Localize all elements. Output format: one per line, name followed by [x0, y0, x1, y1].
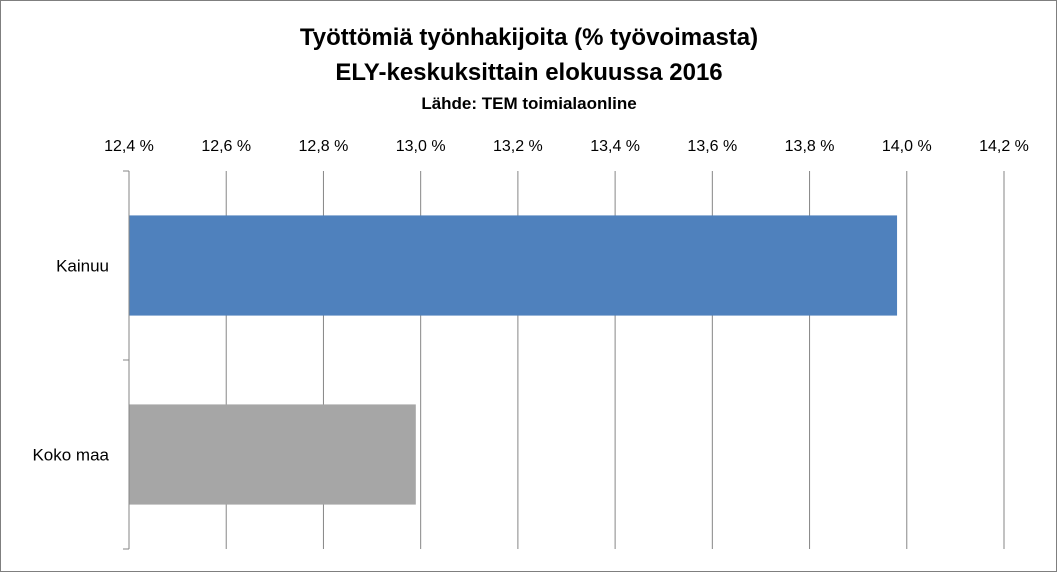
x-tick-label: 13,4 % [590, 138, 640, 155]
chart-subtitle: ELY-keskuksittain elokuussa 2016 [335, 59, 722, 86]
x-tick-label: 12,4 % [104, 138, 154, 155]
chart-source: Lähde: TEM toimialaonline [421, 94, 636, 113]
chart-title: Työttömiä työnhakijoita (% työvoimasta) [300, 24, 758, 51]
bar [129, 404, 416, 505]
x-tick-label: 14,2 % [979, 138, 1029, 155]
x-tick-label: 14,0 % [882, 138, 932, 155]
bar [129, 215, 898, 316]
x-tick-label: 13,6 % [687, 138, 737, 155]
category-label: Koko maa [32, 446, 109, 465]
x-tick-label: 13,2 % [493, 138, 543, 155]
x-tick-label: 13,8 % [785, 138, 835, 155]
x-tick-label: 12,8 % [299, 138, 349, 155]
x-tick-label: 13,0 % [396, 138, 446, 155]
x-tick-label: 12,6 % [201, 138, 251, 155]
category-label: Kainuu [56, 257, 109, 276]
